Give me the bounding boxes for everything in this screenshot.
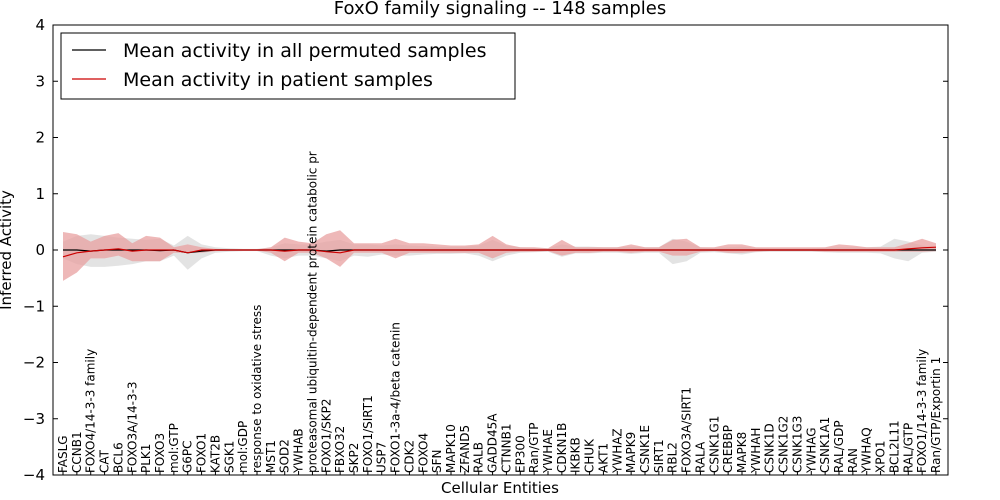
x-tick-label: RAL/GTP [901,423,915,473]
confidence-band-patient [63,230,936,281]
chart-bands [63,230,936,281]
x-tick-label: CSNK1G2 [777,416,791,473]
y-tick-label: 3 [35,72,45,90]
x-tick-label: YWHAG [804,427,818,474]
x-tick-label: BCL6 [111,442,125,473]
x-tick-label: MST1 [264,440,278,473]
x-tick-label: FOXO1/SIRT1 [361,395,375,473]
x-tick-label: EP300 [513,435,527,473]
x-tick-label: SFN [430,450,444,474]
x-tick-label: YWHAE [541,429,555,474]
x-tick-label: CDK2 [402,440,416,473]
x-tick-label: mol:GTP [167,423,181,473]
x-tick-label: Ran/GTP [527,422,541,473]
x-tick-label: XPO1 [874,440,888,473]
series-line-patient [62,246,937,258]
x-tick-label: MAPK10 [444,424,458,473]
x-tick-label: YWHAH [749,428,763,474]
x-tick-label: RALB [472,442,486,473]
chart-lines [62,246,937,258]
x-tick-label: SIRT1 [652,439,666,473]
x-tick-label: FOXO3A/14-3-3 [125,381,139,473]
x-tick-label: CDKN1B [555,423,569,473]
x-tick-label: FOXO4/14-3-3 family [84,349,98,473]
x-tick-label: CSNK1G1 [707,416,721,473]
x-tick-label: CSNK1E [638,425,652,473]
x-tick-label: YWHAQ [860,427,874,474]
x-tick-label: CHUK [583,438,597,473]
x-tick-label: BCL2L11 [887,420,901,473]
x-tick-label: YWHAZ [610,428,624,474]
x-tick-label: CSNK1D [763,423,777,473]
x-tick-label: mol:GDP [236,421,250,473]
x-tick-label: CTNNB1 [499,423,513,473]
x-tick-label: FASLG [56,435,70,473]
x-tick-label: CCNB1 [70,431,84,473]
y-tick-label: −1 [23,297,45,315]
x-tick-label: SGK1 [222,441,236,473]
x-tick-label: PLK1 [139,444,153,473]
x-tick-label: Ran/GTP/Exportin 1 [929,357,943,473]
x-tick-label: GADD45A [486,413,500,473]
x-tick-label: FOXO3 [153,433,167,473]
legend-box [60,32,516,100]
x-tick-label: RBL2 [666,442,680,473]
x-tick-label: FOXO3A/SIRT1 [680,387,694,473]
x-tick-label: ZFAND5 [458,425,472,473]
x-tick-label: FOXO1 [195,433,209,473]
chart-title: FoxO family signaling -- 148 samples [334,0,666,19]
x-tick-label: IKBKB [569,437,583,473]
y-tick-label: 0 [35,241,45,259]
x-tick-label: SKP2 [347,443,361,473]
x-tick-label: RAN [846,448,860,473]
x-tick-label: proteasomal ubiquitin-dependent protein … [305,151,319,473]
legend-label-patient: Mean activity in patient samples [123,69,433,91]
y-tick-label: −3 [23,410,45,428]
y-tick-label: −2 [23,354,45,372]
x-tick-label: MAPK8 [735,432,749,473]
y-tick-label: 1 [35,185,45,203]
x-tick-label: CAT [98,449,112,473]
x-tick-label: FOXO1/SKP2 [319,398,333,473]
x-tick-label: G6PC [181,440,195,473]
x-axis-title: Cellular Entities [441,479,559,497]
y-axis-title: Inferred Activity [0,190,15,310]
x-tick-label: SOD2 [278,439,292,473]
x-tick-label: FOXO1-3a-4/beta catenin [389,322,403,473]
legend: Mean activity in all permuted samples Me… [60,32,516,100]
x-tick-label: CSNK1G3 [790,416,804,473]
y-tick-label: 4 [35,16,45,34]
x-tick-label: response to oxidative stress [250,305,264,473]
legend-label-permuted: Mean activity in all permuted samples [123,40,486,62]
x-tick-label: FBXO32 [333,426,347,473]
y-axis: −4 −3 −2 −1 0 1 2 3 4 [23,16,948,484]
x-tick-label: AKT1 [596,443,610,473]
x-tick-label: CREBBP [721,425,735,473]
y-tick-label: −4 [23,466,45,484]
x-tick-label: RAL/GDP [832,420,846,473]
x-tick-label: YWHAB [292,428,306,474]
x-tick-label: RALA [693,441,707,473]
x-tick-label: CSNK1A1 [818,417,832,473]
x-tick-label: FOXO1/14-3-3 family [915,349,929,473]
y-tick-label: 2 [35,129,45,147]
x-tick-label: KAT2B [208,435,222,473]
x-axis-labels: FASLG CCNB1 FOXO4/14-3-3 family CAT BCL6 FOXO… [56,151,943,475]
x-tick-label: USP7 [375,442,389,473]
x-tick-label: MAPK9 [624,432,638,473]
x-tick-label: FOXO4 [416,433,430,473]
